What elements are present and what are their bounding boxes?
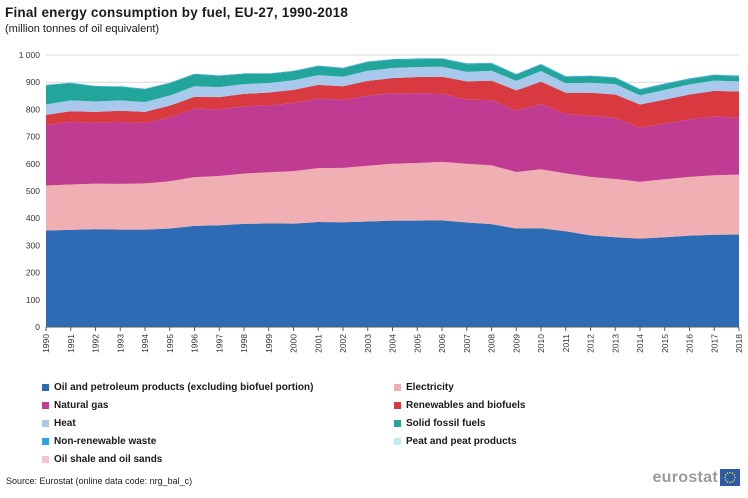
eurostat-logo: eurostat xyxy=(652,469,740,486)
x-tick-label-1996: 1996 xyxy=(190,334,200,353)
y-tick-label-500: 500 xyxy=(26,186,40,196)
x-tick-label-2012: 2012 xyxy=(586,334,596,353)
legend-item-peat-and-peat-products: Peat and peat products xyxy=(394,432,724,450)
x-tick-label-2009: 2009 xyxy=(511,334,521,353)
x-tick-label-2011: 2011 xyxy=(561,334,571,353)
x-tick-label-2006: 2006 xyxy=(437,334,447,353)
x-tick-label-1990: 1990 xyxy=(41,334,51,353)
legend-swatch-icon xyxy=(42,455,49,463)
eu-star xyxy=(731,472,734,474)
area-renewables-and-biofuels xyxy=(46,76,739,128)
legend-label: Peat and peat products xyxy=(406,435,517,447)
y-tick-label-900: 900 xyxy=(26,77,40,87)
x-tick-label-1995: 1995 xyxy=(165,334,175,353)
eu-star xyxy=(724,476,726,479)
y-tick-label-800: 800 xyxy=(26,104,40,114)
area-electricity xyxy=(46,161,739,239)
eu-star xyxy=(734,476,736,479)
y-tick-label-400: 400 xyxy=(26,213,40,223)
legend-swatch-icon xyxy=(394,419,401,427)
chart-subtitle: (million tonnes of oil equivalent) xyxy=(5,23,160,35)
legend-label: Oil shale and oil sands xyxy=(54,453,163,465)
x-tick-label-2013: 2013 xyxy=(610,334,620,353)
legend-swatch-icon xyxy=(42,401,49,409)
x-tick-label-2018: 2018 xyxy=(734,334,744,353)
legend-swatch-icon xyxy=(394,383,401,391)
legend-swatch-icon xyxy=(394,401,401,409)
area-natural-gas xyxy=(46,93,739,186)
x-tick-label-1994: 1994 xyxy=(140,334,150,353)
legend-label: Solid fossil fuels xyxy=(406,417,486,429)
legend-item-natural-gas: Natural gas xyxy=(42,396,394,414)
y-tick-label-1000: 1 000 xyxy=(19,50,41,60)
y-tick-label-300: 300 xyxy=(26,240,40,250)
x-tick-label-2008: 2008 xyxy=(487,334,497,353)
y-tick-label-0: 0 xyxy=(35,322,40,332)
legend-item-solid-fossil-fuels: Solid fossil fuels xyxy=(394,414,724,432)
area-non-renewable-waste xyxy=(46,58,739,90)
x-tick-label-2017: 2017 xyxy=(709,334,719,353)
legend-label: Non-renewable waste xyxy=(54,435,157,447)
legend-item-oil-shale-and-oil-sands: Oil shale and oil sands xyxy=(42,450,394,468)
x-tick-label-2000: 2000 xyxy=(289,334,299,353)
x-tick-label-2002: 2002 xyxy=(338,334,348,353)
x-tick-label-2001: 2001 xyxy=(313,334,323,353)
source-note: Source: Eurostat (online data code: nrg_… xyxy=(6,476,193,486)
legend-label: Renewables and biofuels xyxy=(406,399,526,411)
legend-label: Natural gas xyxy=(54,399,109,411)
eu-star xyxy=(733,479,736,481)
legend-item-electricity: Electricity xyxy=(394,378,724,396)
area-heat xyxy=(46,66,739,115)
legend-label: Oil and petroleum products (excluding bi… xyxy=(54,381,314,393)
x-tick-label-1993: 1993 xyxy=(115,334,125,353)
legend-swatch-icon xyxy=(42,437,49,445)
x-tick-label-1991: 1991 xyxy=(66,334,76,353)
x-tick-label-2007: 2007 xyxy=(462,334,472,353)
x-tick-label-1997: 1997 xyxy=(214,334,224,353)
x-tick-label-1998: 1998 xyxy=(239,334,249,353)
eu-star xyxy=(733,474,736,476)
x-tick-label-2016: 2016 xyxy=(685,334,695,353)
legend-label: Heat xyxy=(54,417,76,429)
legend-swatch-icon xyxy=(394,437,401,445)
eu-star xyxy=(724,479,727,481)
y-tick-label-700: 700 xyxy=(26,132,40,142)
eu-star xyxy=(726,481,729,483)
legend-item-renewables-and-biofuels: Renewables and biofuels xyxy=(394,396,724,414)
legend-item-oil-and-petroleum-products-excluding-biofuel: Oil and petroleum products (excluding bi… xyxy=(42,378,394,396)
area-solid-fossil-fuels xyxy=(46,58,739,105)
y-tick-label-200: 200 xyxy=(26,268,40,278)
y-tick-label-600: 600 xyxy=(26,159,40,169)
eu-star xyxy=(731,481,734,483)
legend-swatch-icon xyxy=(42,419,49,427)
x-tick-label-2004: 2004 xyxy=(388,334,398,353)
x-tick-label-2003: 2003 xyxy=(363,334,373,353)
x-tick-label-2015: 2015 xyxy=(660,334,670,353)
area-oil-and-petroleum-products-excluding-biofuel xyxy=(46,220,739,327)
legend-column-left: Oil and petroleum products (excluding bi… xyxy=(42,378,394,468)
eu-star xyxy=(729,471,731,474)
x-tick-label-2014: 2014 xyxy=(635,334,645,353)
x-tick-label-2005: 2005 xyxy=(412,334,422,353)
eu-star xyxy=(724,474,727,476)
legend-swatch-icon xyxy=(42,383,49,391)
legend-label: Electricity xyxy=(406,381,454,393)
eu-star xyxy=(729,481,731,484)
legend-item-heat: Heat xyxy=(42,414,394,432)
eu-star xyxy=(726,472,729,474)
chart-canvas: 1990 1991 1992 1993 1994 1995 1996 1997 1998 1999… xyxy=(19,50,744,353)
legend-column-right: Electricity Renewables and biofuels Solid … xyxy=(394,378,724,468)
area-peat-and-peat-products xyxy=(46,57,739,89)
stacked-area-chart: 1990 1991 1992 1993 1994 1995 1996 1997 1998 1999… xyxy=(0,38,748,375)
chart-legend: Oil and petroleum products (excluding bi… xyxy=(42,378,742,468)
x-tick-label-1992: 1992 xyxy=(91,334,101,353)
legend-item-non-renewable-waste: Non-renewable waste xyxy=(42,432,394,450)
y-tick-label-100: 100 xyxy=(26,295,40,305)
eurostat-logo-text: eurostat xyxy=(652,468,718,486)
x-tick-label-2010: 2010 xyxy=(536,334,546,353)
chart-title: Final energy consumption by fuel, EU-27,… xyxy=(5,5,349,20)
eu-flag-icon xyxy=(720,469,740,486)
x-tick-label-1999: 1999 xyxy=(264,334,274,353)
